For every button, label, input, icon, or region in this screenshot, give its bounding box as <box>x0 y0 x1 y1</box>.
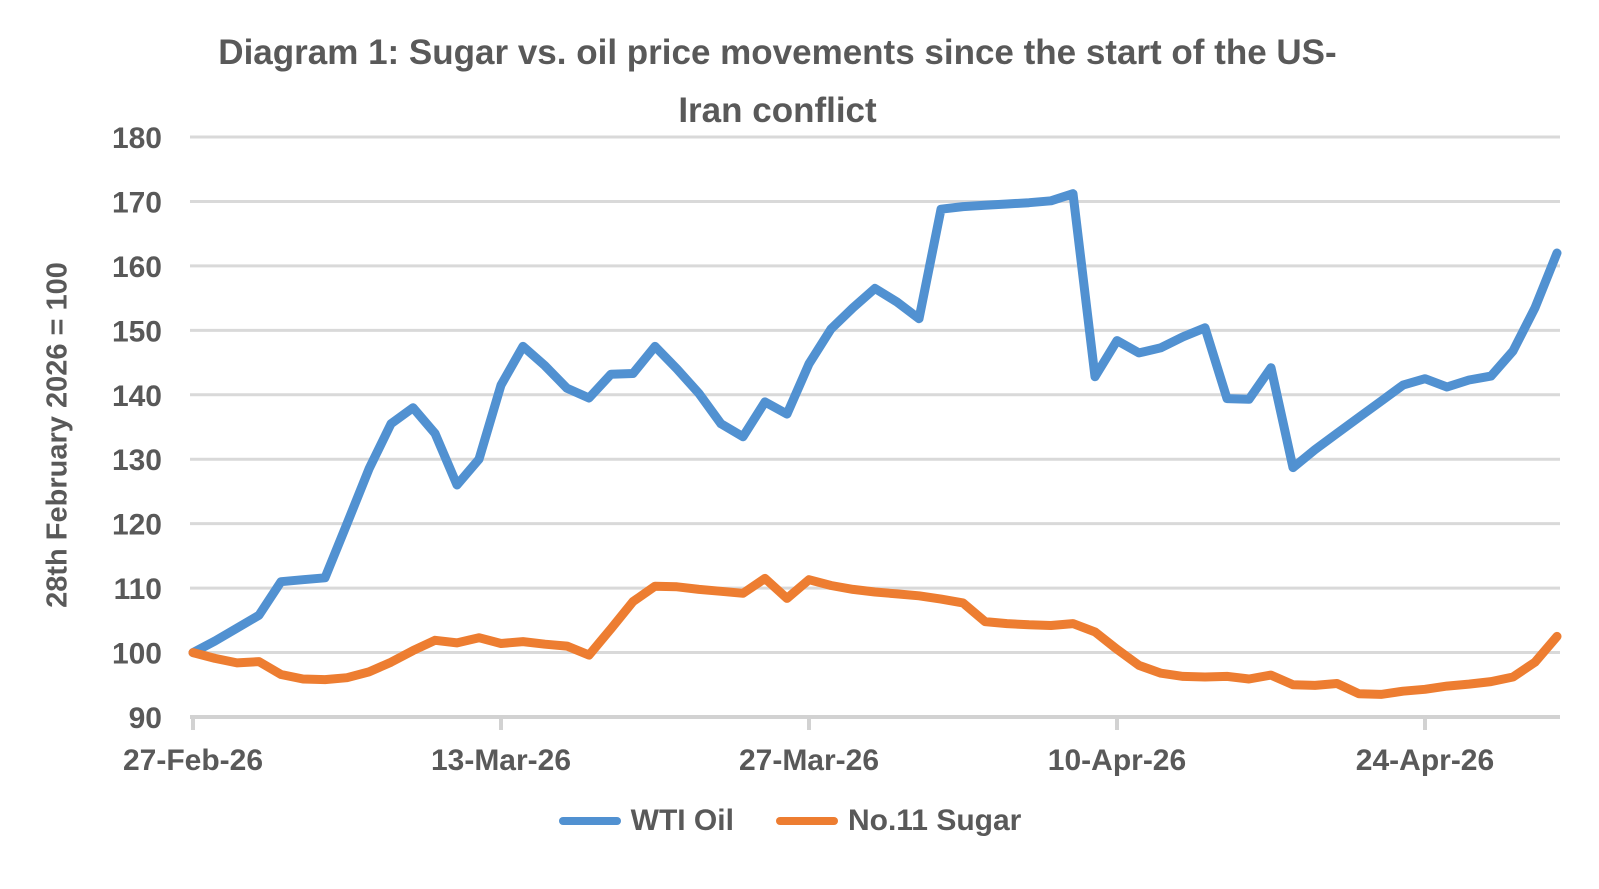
wti-oil-label: WTI Oil <box>630 804 734 837</box>
y-tick-label-140: 140 <box>112 380 162 413</box>
legend: WTI Oil No.11 Sugar <box>0 804 1580 838</box>
y-tick-label-100: 100 <box>112 638 162 671</box>
y-tick-label-180: 180 <box>112 122 162 155</box>
no-11-sugar-line <box>188 573 1562 699</box>
y-tick-label-130: 130 <box>112 444 162 477</box>
no11-sugar-swatch <box>775 817 838 825</box>
legend-item-no11-sugar: No.11 Sugar <box>775 804 1022 838</box>
no11-sugar-label: No.11 Sugar <box>847 804 1022 837</box>
y-tick-label-120: 120 <box>112 509 162 542</box>
wti-oil-line <box>188 189 1562 658</box>
x-tick-label-27-Mar-26: 27-Mar-26 <box>739 744 879 777</box>
wti-oil-swatch <box>558 817 621 825</box>
legend-item-wti-oil: WTI Oil <box>558 804 734 838</box>
y-tick-label-160: 160 <box>112 251 162 284</box>
x-tick-label-24-Apr-26: 24-Apr-26 <box>1356 744 1494 777</box>
chart-title-line2: Iran conflict <box>678 91 877 130</box>
y-tick-label-90: 90 <box>129 702 162 735</box>
chart-title: Diagram 1: Sugar vs. oil price movements… <box>0 24 1555 140</box>
x-tick-label-13-Mar-26: 13-Mar-26 <box>431 744 571 777</box>
x-tick-label-10-Apr-26: 10-Apr-26 <box>1048 744 1186 777</box>
x-tick-label-27-Feb-26: 27-Feb-26 <box>123 744 263 777</box>
y-tick-label-170: 170 <box>112 186 162 219</box>
y-tick-label-150: 150 <box>112 315 162 348</box>
y-tick-label-110: 110 <box>114 573 162 606</box>
chart-title-line1: Diagram 1: Sugar vs. oil price movements… <box>218 33 1337 72</box>
